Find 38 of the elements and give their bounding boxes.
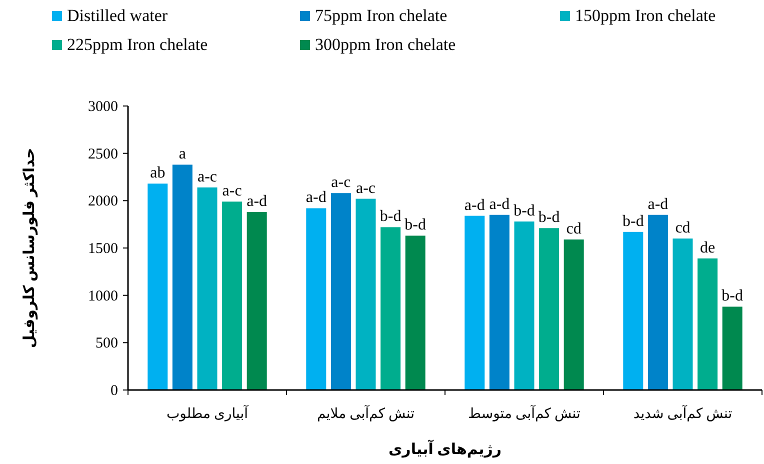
data-label: a-d bbox=[306, 189, 326, 206]
data-label: b-d bbox=[538, 209, 560, 226]
y-tick-label: 0 bbox=[110, 383, 118, 399]
data-label: b-d bbox=[404, 216, 426, 234]
y-tick-label: 2000 bbox=[88, 194, 118, 210]
y-tick-label: 1000 bbox=[88, 288, 118, 304]
y-axis-title: حداکثر فلورسانس کلروفیل bbox=[22, 148, 38, 348]
x-tick-label: آبیاری مطلوب bbox=[166, 404, 250, 422]
x-tick-label: تنش کم‌آبی ملایم bbox=[317, 404, 415, 422]
data-label: a-c bbox=[331, 174, 351, 192]
y-tick-label: 3000 bbox=[88, 99, 118, 115]
legend-label: 150ppm Iron chelate bbox=[575, 6, 716, 25]
data-label: ab bbox=[150, 164, 166, 182]
data-label: cd bbox=[566, 220, 582, 238]
data-label: b-d bbox=[514, 202, 535, 220]
x-tick-label: تنش کم‌آبی متوسط bbox=[468, 404, 581, 422]
legend-label: Distilled water bbox=[67, 6, 168, 25]
data-label: b-d bbox=[722, 288, 744, 305]
legend-label: 300ppm Iron chelate bbox=[315, 35, 456, 54]
data-label: a-d bbox=[489, 196, 510, 213]
y-tick-label: 2500 bbox=[88, 146, 118, 162]
data-label: b-d bbox=[380, 208, 402, 226]
data-label: a-c bbox=[356, 180, 376, 197]
data-label: de bbox=[700, 239, 716, 256]
data-label: b-d bbox=[622, 212, 644, 230]
x-axis-title: رژیم‌های آبیاری bbox=[388, 439, 502, 458]
data-label: cd bbox=[675, 220, 690, 237]
data-label: a-d bbox=[648, 196, 668, 213]
data-label: a-c bbox=[222, 182, 242, 200]
y-tick-label: 1500 bbox=[88, 241, 118, 257]
legend-label: 225ppm Iron chelate bbox=[67, 35, 208, 54]
data-label: a-c bbox=[197, 168, 218, 186]
x-tick-label: تنش کم‌آبی شدید bbox=[633, 404, 732, 422]
data-label: a bbox=[178, 146, 186, 163]
y-tick-label: 500 bbox=[96, 336, 118, 352]
legend-label: 75ppm Iron chelate bbox=[315, 6, 448, 25]
data-label: a-d bbox=[464, 196, 485, 214]
data-label: a-d bbox=[246, 193, 268, 210]
